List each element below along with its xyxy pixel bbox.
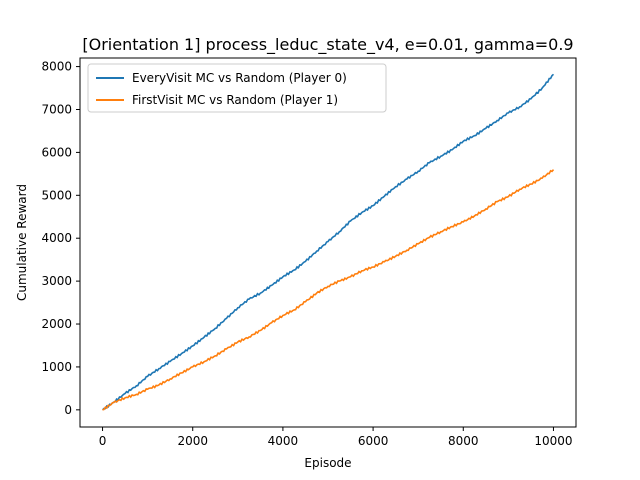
x-tick-label: 2000 <box>177 434 208 448</box>
legend: EveryVisit MC vs Random (Player 0) FirstV… <box>87 63 387 113</box>
plot-area <box>79 57 577 428</box>
y-tick-label: 1000 <box>41 360 72 374</box>
legend-entry-label: FirstVisit MC vs Random (Player 1) <box>132 93 338 107</box>
series-line-1 <box>102 169 555 411</box>
x-tick-label: 4000 <box>268 434 299 448</box>
x-tick-label: 10000 <box>534 434 572 448</box>
legend-box <box>87 63 387 113</box>
y-tick-label: 7000 <box>41 102 72 116</box>
y-tick-label: 5000 <box>41 188 72 202</box>
x-tick-label: 0 <box>99 434 107 448</box>
y-tick-label: 8000 <box>41 60 72 74</box>
series-line-0 <box>101 73 555 411</box>
x-tick-label: 8000 <box>448 434 479 448</box>
y-axis-label: Cumulative Reward <box>15 184 29 301</box>
x-tick-label: 6000 <box>358 434 389 448</box>
x-axis-label: Episode <box>304 456 351 470</box>
y-tick-label: 0 <box>64 403 72 417</box>
chart-title: [Orientation 1] process_leduc_state_v4, … <box>82 35 573 55</box>
axis-ticks: 0 2000 4000 6000 8000 10000 0 1000 2000 3000 4000 5… <box>41 60 572 448</box>
legend-entry-label: EveryVisit MC vs Random (Player 0) <box>132 71 347 85</box>
y-tick-label: 2000 <box>41 317 72 331</box>
y-tick-label: 4000 <box>41 231 72 245</box>
y-tick-label: 6000 <box>41 145 72 159</box>
y-tick-label: 3000 <box>41 274 72 288</box>
